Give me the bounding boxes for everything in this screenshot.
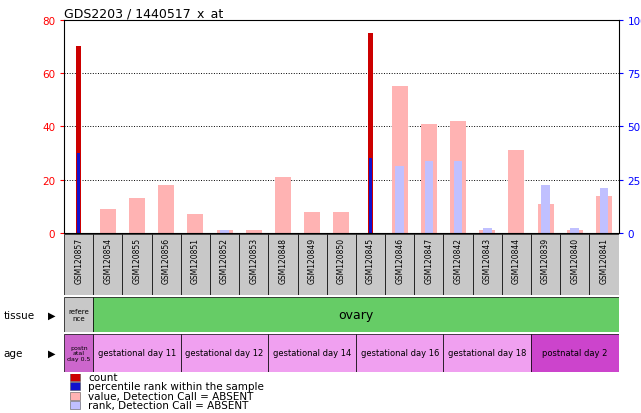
- Bar: [122, 234, 152, 295]
- Bar: [246, 231, 262, 233]
- Text: GSM120852: GSM120852: [220, 237, 229, 283]
- Bar: [369, 159, 372, 233]
- Text: GSM120850: GSM120850: [337, 237, 346, 283]
- Bar: [570, 228, 579, 233]
- Bar: [221, 231, 229, 233]
- Text: GSM120847: GSM120847: [424, 237, 433, 283]
- Text: GSM120846: GSM120846: [395, 237, 404, 283]
- Bar: [531, 234, 560, 295]
- Text: rank, Detection Call = ABSENT: rank, Detection Call = ABSENT: [88, 400, 248, 410]
- Text: value, Detection Call = ABSENT: value, Detection Call = ABSENT: [88, 391, 253, 401]
- Bar: [129, 199, 145, 233]
- Text: GSM120851: GSM120851: [191, 237, 200, 283]
- Text: percentile rank within the sample: percentile rank within the sample: [88, 381, 264, 391]
- Bar: [368, 34, 373, 233]
- Bar: [100, 209, 116, 233]
- Text: refere
nce: refere nce: [69, 309, 89, 321]
- Bar: [269, 234, 297, 295]
- Bar: [560, 234, 589, 295]
- Text: postn
atal
day 0.5: postn atal day 0.5: [67, 345, 90, 361]
- Text: ▶: ▶: [48, 310, 56, 320]
- Bar: [70, 392, 79, 400]
- Text: count: count: [88, 372, 117, 382]
- Text: gestational day 16: gestational day 16: [360, 349, 439, 358]
- Bar: [567, 231, 583, 233]
- Bar: [64, 234, 94, 295]
- Bar: [424, 161, 433, 233]
- Bar: [541, 185, 550, 233]
- Bar: [385, 234, 414, 295]
- Bar: [275, 178, 291, 233]
- Text: GSM120845: GSM120845: [366, 237, 375, 283]
- Bar: [239, 234, 269, 295]
- Bar: [472, 234, 502, 295]
- Bar: [64, 335, 94, 372]
- Bar: [356, 335, 444, 372]
- Text: GSM120839: GSM120839: [541, 237, 550, 283]
- Bar: [210, 234, 239, 295]
- Text: GSM120840: GSM120840: [570, 237, 579, 283]
- Bar: [64, 297, 94, 332]
- Text: GSM120848: GSM120848: [278, 237, 287, 283]
- Bar: [70, 382, 79, 390]
- Text: postnatal day 2: postnatal day 2: [542, 349, 608, 358]
- Bar: [158, 185, 174, 233]
- Text: gestational day 18: gestational day 18: [448, 349, 526, 358]
- Bar: [76, 47, 81, 233]
- Bar: [94, 234, 122, 295]
- Bar: [479, 231, 495, 233]
- Text: GSM120841: GSM120841: [599, 237, 608, 283]
- Bar: [599, 188, 608, 233]
- Text: GSM120853: GSM120853: [249, 237, 258, 283]
- Bar: [327, 234, 356, 295]
- Text: GSM120849: GSM120849: [308, 237, 317, 283]
- Text: tissue: tissue: [3, 310, 35, 320]
- Bar: [181, 234, 210, 295]
- Text: GSM120857: GSM120857: [74, 237, 83, 283]
- Bar: [450, 122, 466, 233]
- Bar: [392, 87, 408, 233]
- Bar: [70, 373, 79, 381]
- Bar: [187, 215, 203, 233]
- Bar: [502, 234, 531, 295]
- Bar: [269, 335, 356, 372]
- Bar: [414, 234, 444, 295]
- Bar: [596, 196, 612, 233]
- Text: GSM120855: GSM120855: [133, 237, 142, 283]
- Bar: [304, 212, 320, 233]
- Text: ovary: ovary: [338, 309, 374, 321]
- Bar: [508, 151, 524, 233]
- Text: gestational day 14: gestational day 14: [273, 349, 351, 358]
- Bar: [217, 231, 233, 233]
- Text: GDS2203 / 1440517_x_at: GDS2203 / 1440517_x_at: [64, 7, 223, 19]
- Bar: [181, 335, 269, 372]
- Bar: [531, 335, 619, 372]
- Bar: [538, 204, 554, 233]
- Bar: [333, 212, 349, 233]
- Bar: [70, 401, 79, 409]
- Text: gestational day 12: gestational day 12: [185, 349, 263, 358]
- Bar: [77, 154, 80, 233]
- Bar: [483, 228, 492, 233]
- Text: GSM120844: GSM120844: [512, 237, 521, 283]
- Text: GSM120842: GSM120842: [454, 237, 463, 283]
- Text: GSM120854: GSM120854: [103, 237, 112, 283]
- Text: ▶: ▶: [48, 348, 56, 358]
- Bar: [356, 234, 385, 295]
- Text: GSM120856: GSM120856: [162, 237, 171, 283]
- Bar: [444, 335, 531, 372]
- Bar: [589, 234, 619, 295]
- Text: gestational day 11: gestational day 11: [98, 349, 176, 358]
- Bar: [297, 234, 327, 295]
- Bar: [444, 234, 472, 295]
- Bar: [94, 335, 181, 372]
- Bar: [152, 234, 181, 295]
- Text: GSM120843: GSM120843: [483, 237, 492, 283]
- Text: age: age: [3, 348, 22, 358]
- Bar: [454, 161, 462, 233]
- Bar: [395, 167, 404, 233]
- Bar: [421, 124, 437, 233]
